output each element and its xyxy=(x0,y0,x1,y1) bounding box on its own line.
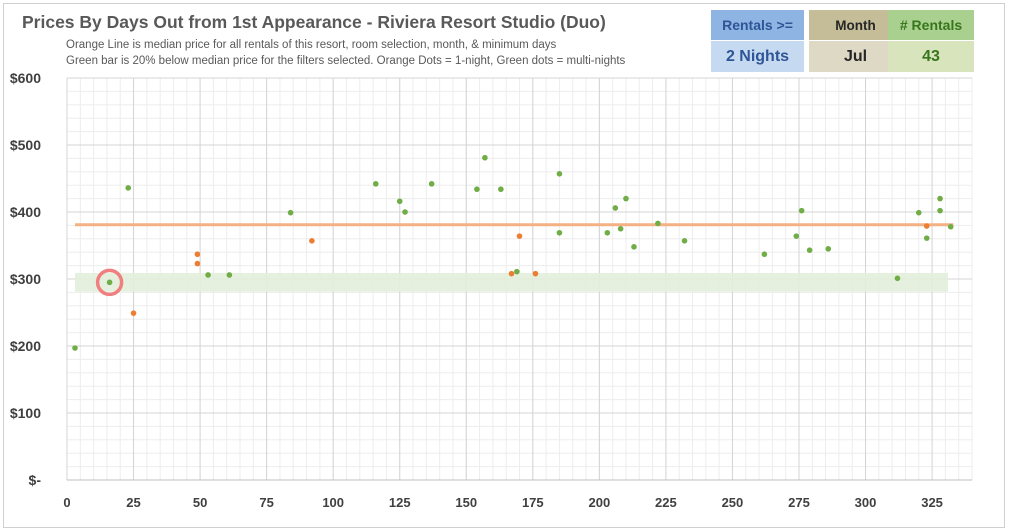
x-tick-label: 50 xyxy=(193,495,207,510)
x-tick-label: 200 xyxy=(589,495,611,510)
kpi-month-label: Month xyxy=(809,10,902,40)
one-night-point xyxy=(194,260,201,267)
multi-night-point xyxy=(923,235,930,241)
multi-night-point xyxy=(937,195,943,202)
multi-night-point xyxy=(72,345,78,351)
kpi-min-rentals-label: Rentals >= xyxy=(711,10,804,40)
multi-night-point xyxy=(498,186,504,193)
chart-subtitle-line-1: Orange Line is median price for all rent… xyxy=(66,39,557,51)
multi-night-point xyxy=(402,209,408,215)
multi-night-point xyxy=(514,268,520,275)
one-night-point xyxy=(532,270,539,277)
chart-title: Prices By Days Out from 1st Appearance -… xyxy=(22,12,606,32)
x-tick-label: 225 xyxy=(655,495,677,510)
multi-night-point xyxy=(681,238,688,244)
one-night-point xyxy=(309,238,315,244)
multi-night-point xyxy=(287,209,294,216)
multi-night-point xyxy=(106,279,113,286)
one-night-point xyxy=(130,310,137,316)
x-tick-label: 125 xyxy=(389,495,411,510)
x-tick-label: 100 xyxy=(322,495,344,510)
multi-night-point xyxy=(604,229,611,236)
one-night-point xyxy=(516,233,523,239)
y-tick-label: $300 xyxy=(10,271,41,287)
x-tick-label: 300 xyxy=(855,495,877,510)
multi-night-point xyxy=(937,207,943,214)
kpi-rental-count-value: 43 xyxy=(888,40,974,72)
multi-night-point xyxy=(617,225,624,232)
multi-night-point xyxy=(655,220,661,227)
multi-night-point xyxy=(226,272,233,278)
chart-frame xyxy=(3,3,1005,528)
multi-night-point xyxy=(372,181,379,187)
x-tick-label: 250 xyxy=(722,495,744,510)
highlight-ring xyxy=(95,268,124,297)
multi-night-point xyxy=(798,207,805,214)
y-tick-label: $- xyxy=(29,472,42,488)
kpi-min-rentals-value: 2 Nights xyxy=(711,40,804,72)
kpi-min-rentals[interactable]: Rentals >= 2 Nights xyxy=(711,10,804,72)
multi-night-point xyxy=(556,171,563,177)
multi-night-point xyxy=(125,185,132,191)
multi-night-point xyxy=(623,195,629,202)
multi-night-point xyxy=(806,247,813,253)
x-tick-label: 150 xyxy=(455,495,477,510)
kpi-rental-count: # Rentals 43 xyxy=(888,10,974,72)
x-tick-label: 275 xyxy=(788,495,810,510)
chart-subtitle-line-2: Green bar is 20% below median price for … xyxy=(66,55,626,67)
multi-night-point xyxy=(894,275,901,282)
multi-night-point xyxy=(947,223,954,230)
y-tick-label: $100 xyxy=(10,405,41,421)
kpi-month[interactable]: Month Jul xyxy=(809,10,902,72)
multi-night-point xyxy=(474,186,480,193)
x-tick-label: 0 xyxy=(63,495,70,510)
y-tick-label: $500 xyxy=(10,137,41,153)
multi-night-point xyxy=(631,244,637,250)
multi-night-point xyxy=(825,246,832,252)
kpi-month-value: Jul xyxy=(809,40,902,72)
one-night-point xyxy=(508,270,515,277)
x-tick-label: 25 xyxy=(126,495,140,510)
multi-night-point xyxy=(915,209,922,216)
one-night-point xyxy=(194,251,201,258)
y-tick-label: $200 xyxy=(10,338,41,354)
multi-night-point xyxy=(761,251,768,258)
kpi-rental-count-label: # Rentals xyxy=(888,10,974,40)
x-tick-label: 175 xyxy=(522,495,544,510)
x-tick-label: 325 xyxy=(921,495,943,510)
multi-night-point xyxy=(556,229,563,236)
multi-night-point xyxy=(793,233,800,239)
y-tick-label: $600 xyxy=(10,70,41,86)
x-tick-label: 75 xyxy=(259,495,273,510)
multi-night-point xyxy=(612,205,619,211)
discount-band xyxy=(74,272,949,292)
multi-night-point xyxy=(396,198,403,205)
y-tick-label: $400 xyxy=(10,204,41,220)
multi-night-point xyxy=(428,181,435,187)
multi-night-point xyxy=(205,272,211,278)
multi-night-point xyxy=(482,154,488,161)
one-night-point xyxy=(923,223,930,229)
